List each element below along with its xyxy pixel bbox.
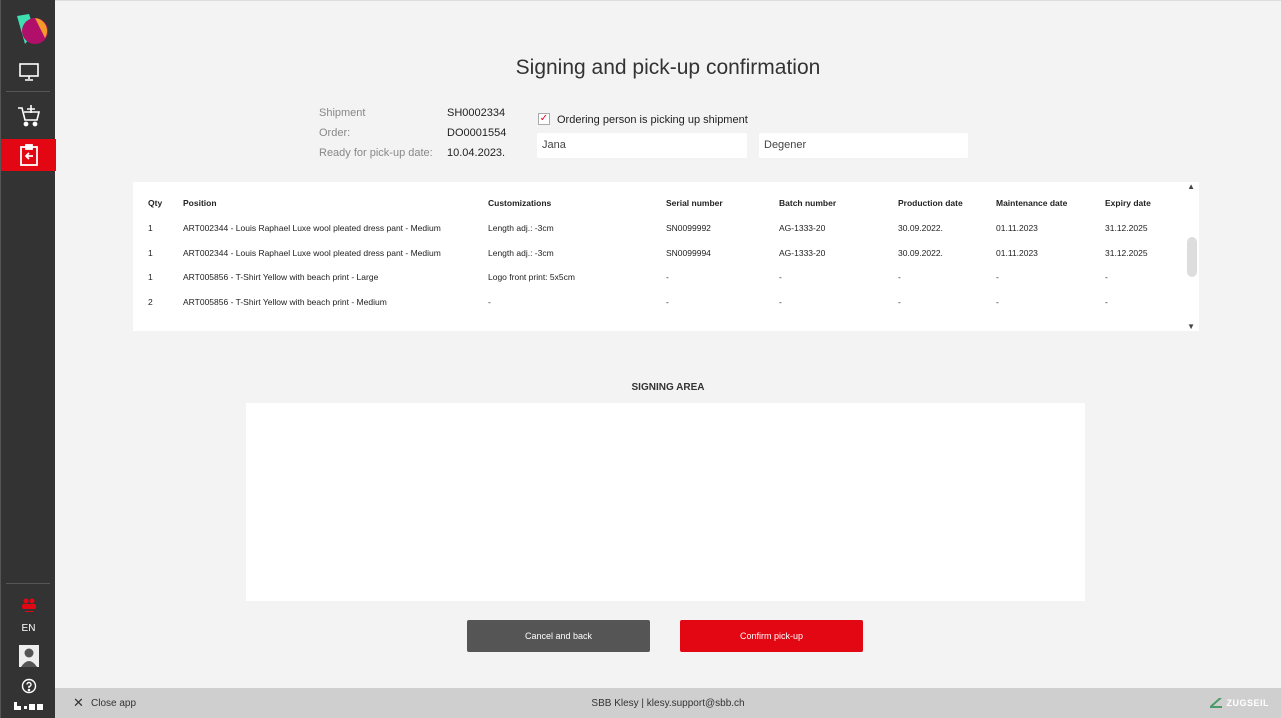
help-icon[interactable] [1, 677, 56, 695]
confirm-pickup-button[interactable]: Confirm pick-up [680, 620, 863, 652]
close-app-button[interactable]: Close app [91, 698, 137, 709]
table-cell: 30.09.2022. [898, 223, 943, 233]
cancel-button[interactable]: Cancel and back [467, 620, 650, 652]
footer: ✕ Close app SBB Klesy | klesy.support@sb… [55, 688, 1281, 718]
last-name-input[interactable]: Degener [759, 133, 968, 158]
table-cell: 1 [148, 247, 153, 258]
main-content: Signing and pick-up confirmation Shipmen… [55, 0, 1281, 688]
table-cell: - [779, 297, 782, 308]
table-cell: - [779, 272, 782, 283]
table-cell: ART005856 - T-Shirt Yellow with beach pr… [183, 272, 379, 283]
signing-area-label: SIGNING AREA [631, 382, 705, 393]
avatar[interactable] [1, 645, 56, 667]
table-cell: 31.12.2025 [1105, 223, 1148, 233]
divider [6, 583, 50, 584]
table-cell: 1 [148, 223, 153, 233]
table-cell: - [996, 272, 999, 283]
shipment-info: Shipment SH0002334 Order: DO0001554 Read… [55, 107, 535, 167]
table-cell: SN0099992 [666, 223, 711, 233]
ordering-person-label[interactable]: Ordering person is picking up shipment [557, 114, 748, 126]
cart-add-icon[interactable] [1, 103, 56, 129]
first-name-input[interactable]: Jana [537, 133, 747, 158]
table-cell: - [898, 297, 901, 308]
shipment-value: SH0002334 [447, 107, 506, 119]
order-label: Order: [319, 127, 351, 139]
ready-date-label: Ready for pick-up date: [319, 147, 433, 159]
table-cell: - [1105, 297, 1108, 308]
table-cell: SN0099994 [666, 247, 711, 258]
divider [6, 91, 50, 92]
table-cell: 01.11.2023 [996, 247, 1038, 258]
header-qty: Qty [148, 198, 163, 208]
table-cell: - [898, 272, 901, 283]
page-title: Signing and pick-up confirmation [515, 56, 821, 79]
header-batch: Batch number [779, 198, 837, 208]
table-cell: 2 [148, 297, 153, 308]
table-cell: 30.09.2022. [898, 247, 943, 258]
table-cell: Logo front print: 5x5cm [488, 272, 575, 283]
ordering-person-checkbox[interactable]: ✓ [538, 113, 550, 125]
table-cell: - [666, 297, 669, 308]
zugseil-logo: ZUGSEIL [1209, 697, 1269, 709]
table-cell: 1 [148, 272, 153, 283]
sidebar: EN [0, 0, 56, 718]
table-cell: AG-1333-20 [779, 247, 826, 258]
pickup-return-icon [19, 144, 38, 166]
table-cell: - [1105, 272, 1108, 283]
header-serial: Serial number [666, 198, 723, 208]
table-cell: ART002344 - Louis Raphael Luxe wool plea… [183, 247, 441, 258]
brand-logo [1, 700, 56, 712]
table-cell: - [996, 297, 999, 308]
order-value: DO0001554 [447, 127, 507, 139]
language-selector[interactable]: EN [21, 622, 36, 634]
shipment-label: Shipment [319, 107, 366, 119]
items-table: Qty Position Customizations Serial numbe… [133, 182, 1199, 331]
users-icon[interactable] [1, 596, 56, 614]
scroll-down-arrow[interactable]: ▼ [1187, 322, 1195, 331]
table-cell: 31.12.2025 [1105, 247, 1148, 258]
table-cell: - [488, 297, 491, 308]
signing-canvas[interactable] [246, 403, 1085, 601]
table-cell: ART005856 - T-Shirt Yellow with beach pr… [183, 297, 387, 308]
app-logo [1, 12, 56, 48]
header-expiry: Expiry date [1105, 198, 1151, 208]
table-cell: - [666, 272, 669, 283]
support-info: SBB Klesy | klesy.support@sbb.ch [591, 698, 745, 709]
table-cell: Length adj.: -3cm [488, 247, 554, 258]
scrollbar-thumb[interactable] [1187, 237, 1197, 277]
header-customizations: Customizations [488, 198, 552, 208]
header-production: Production date [898, 198, 963, 208]
sidebar-item-pickup[interactable] [1, 139, 56, 171]
table-cell: Length adj.: -3cm [488, 223, 554, 233]
header-maintenance: Maintenance date [996, 198, 1068, 208]
monitor-icon[interactable] [1, 60, 56, 84]
ready-date-value: 10.04.2023. [447, 147, 506, 159]
table-cell: 01.11.2023 [996, 223, 1038, 233]
table-cell: AG-1333-20 [779, 223, 826, 233]
table-cell: ART002344 - Louis Raphael Luxe wool plea… [183, 223, 441, 233]
scroll-up-arrow[interactable]: ▲ [1187, 182, 1195, 191]
header-position: Position [183, 198, 217, 208]
close-icon[interactable]: ✕ [73, 695, 84, 710]
